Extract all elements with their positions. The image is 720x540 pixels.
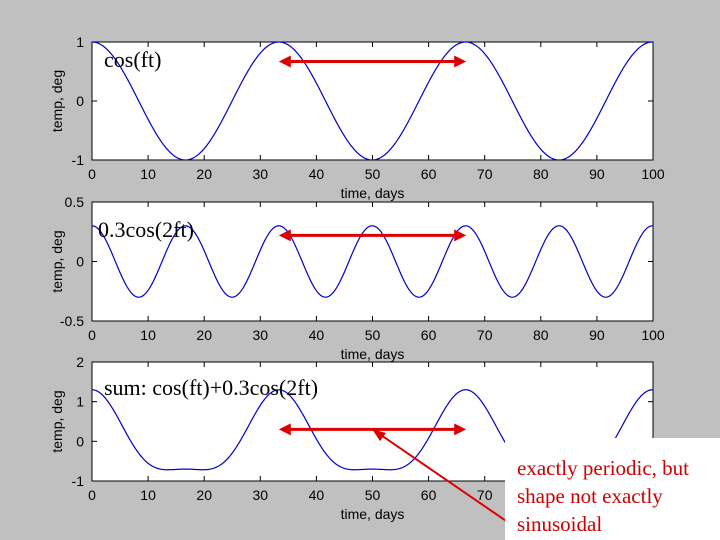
x-tick-label: 50 — [365, 327, 381, 343]
chart-title: cos(ft) — [104, 47, 161, 72]
y-tick-label: -0.5 — [60, 313, 84, 329]
x-tick-label: 60 — [421, 487, 437, 503]
x-tick-label: 80 — [533, 327, 549, 343]
callout-line-1: exactly periodic, but — [517, 456, 690, 480]
y-tick-label: 1 — [76, 34, 84, 50]
x-tick-label: 90 — [589, 327, 605, 343]
x-tick-label: 80 — [533, 166, 549, 182]
arrow-head-right — [454, 55, 467, 68]
x-tick-label: 60 — [421, 327, 437, 343]
callout-pointer-head — [372, 429, 386, 441]
period-arrow — [278, 55, 467, 68]
x-axis-label: time, days — [341, 346, 405, 362]
chart-title: 0.3cos(2ft) — [98, 217, 194, 242]
arrow-head-right — [454, 229, 467, 242]
x-tick-label: 70 — [477, 487, 493, 503]
arrow-head-right — [454, 423, 467, 436]
series-line — [92, 42, 653, 160]
arrow-head-left — [278, 423, 291, 436]
x-tick-label: 0 — [88, 166, 96, 182]
y-tick-label: 0 — [76, 433, 84, 449]
plot-area — [91, 41, 654, 161]
y-tick-label: 2 — [76, 354, 84, 370]
x-tick-label: 0 — [88, 487, 96, 503]
callout-note: exactly periodic, but shape not exactly … — [505, 438, 720, 540]
x-tick-label: 100 — [641, 327, 665, 343]
x-tick-label: 100 — [641, 166, 665, 182]
callout-pointer — [377, 432, 513, 526]
y-axis-label: temp, deg — [49, 230, 65, 292]
x-tick-label: 90 — [589, 166, 605, 182]
x-tick-label: 50 — [365, 487, 381, 503]
x-tick-label: 70 — [477, 166, 493, 182]
x-tick-label: 20 — [196, 166, 212, 182]
y-axis-label: temp, deg — [49, 390, 65, 452]
x-axis-label: time, days — [341, 506, 405, 522]
y-tick-label: 0 — [76, 93, 84, 109]
x-tick-label: 40 — [309, 487, 325, 503]
x-tick-label: 10 — [140, 487, 156, 503]
arrow-head-left — [278, 55, 291, 68]
period-arrow — [278, 229, 467, 242]
y-tick-label: -1 — [72, 473, 85, 489]
series-line — [92, 225, 653, 298]
x-tick-label: 0 — [88, 327, 96, 343]
x-tick-label: 30 — [253, 327, 269, 343]
x-tick-label: 10 — [140, 166, 156, 182]
callout-line-3: sinusoidal — [517, 512, 603, 536]
chart-title: sum: cos(ft)+0.3cos(2ft) — [104, 375, 318, 400]
y-tick-label: 0.5 — [65, 194, 85, 210]
x-tick-label: 50 — [365, 166, 381, 182]
x-axis-label: time, days — [341, 185, 405, 201]
callout-line-2: shape not exactly — [517, 484, 663, 508]
x-tick-label: 20 — [196, 327, 212, 343]
x-tick-label: 10 — [140, 327, 156, 343]
x-tick-label: 40 — [309, 327, 325, 343]
x-tick-label: 60 — [421, 166, 437, 182]
y-tick-label: 0 — [76, 254, 84, 270]
x-tick-label: 20 — [196, 487, 212, 503]
y-axis-label: temp, deg — [49, 70, 65, 132]
arrow-head-left — [278, 229, 291, 242]
x-tick-label: 40 — [309, 166, 325, 182]
y-tick-label: 1 — [76, 394, 84, 410]
y-tick-label: -1 — [72, 152, 85, 168]
x-tick-label: 30 — [253, 166, 269, 182]
x-tick-label: 30 — [253, 487, 269, 503]
x-tick-label: 70 — [477, 327, 493, 343]
plot-area — [91, 201, 654, 322]
